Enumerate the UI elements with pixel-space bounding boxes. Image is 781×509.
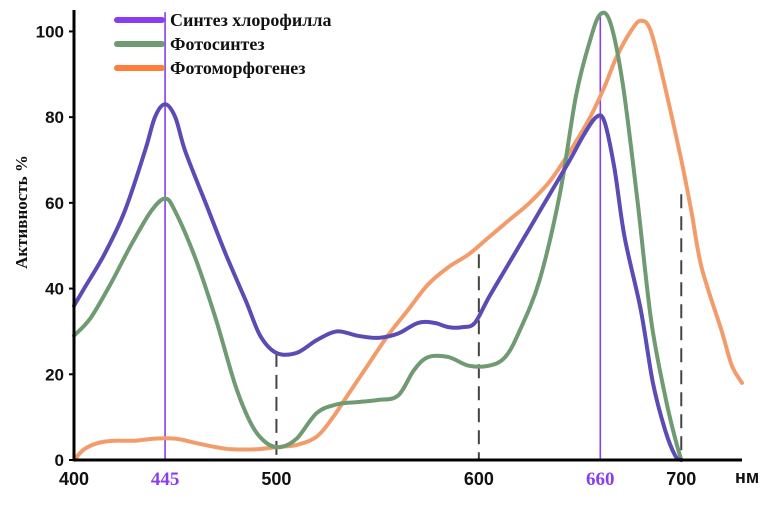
legend: Синтез хлорофилла Фотосинтез Фотоморфогене… <box>114 10 331 78</box>
y-tick-label: 100 <box>36 22 64 41</box>
series-line <box>72 10 684 462</box>
y-tick-label: 60 <box>45 194 64 213</box>
x-tick-label: 600 <box>464 469 494 489</box>
marker-lines <box>164 12 683 460</box>
x-ticks: 400 445 500 600 660 700 <box>59 469 696 490</box>
legend-label: Фотоморфогенез <box>170 58 306 78</box>
y-tick-label: 0 <box>55 451 64 470</box>
y-tick-label: 20 <box>45 365 64 384</box>
axes <box>72 10 742 462</box>
series-line <box>72 102 684 462</box>
series-line <box>72 18 744 462</box>
x-tick-label: 700 <box>666 469 696 489</box>
y-axis-title: Активность % <box>12 155 31 269</box>
y-ticks: 0 20 40 60 80 100 <box>36 22 74 470</box>
legend-label: Синтез хлорофилла <box>170 10 331 30</box>
y-tick-label: 80 <box>45 108 64 127</box>
series-lines <box>72 10 744 462</box>
x-tick-label: 660 <box>586 469 615 490</box>
x-tick-label: 400 <box>59 469 89 489</box>
y-tick-label: 40 <box>45 280 64 299</box>
x-tick-label: 500 <box>261 469 291 489</box>
legend-label: Фотосинтез <box>170 34 265 54</box>
x-tick-label: 445 <box>151 469 180 490</box>
x-axis-unit: нм <box>735 467 759 487</box>
